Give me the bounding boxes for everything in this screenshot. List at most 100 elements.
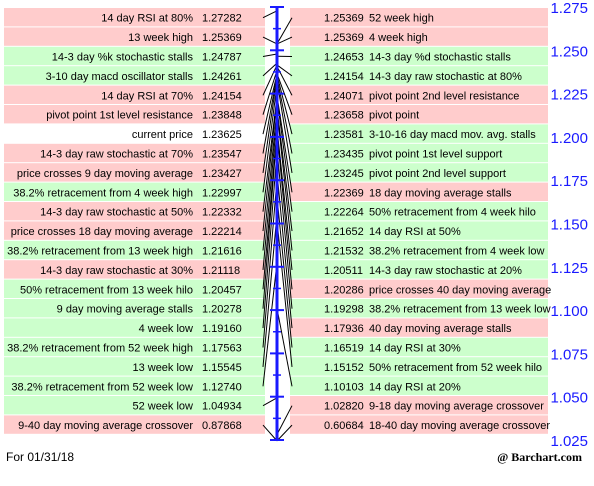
left-row-value: 1.22214 (202, 226, 242, 238)
right-row-value: 1.21532 (324, 246, 364, 258)
right-row-bg (290, 221, 548, 240)
left-row-label: 14-3 day %k stochastic stalls (52, 52, 194, 64)
right-row-bg (290, 240, 548, 260)
right-row-bg (290, 396, 548, 415)
left-row-bg (4, 163, 265, 182)
footer-brand: @ Barchart.com (497, 450, 582, 464)
left-connector-line (262, 84, 278, 193)
right-connector-line (276, 36, 293, 45)
left-row-bg (4, 279, 265, 298)
right-row-label: 14-3 day %d stochastic stalls (369, 52, 511, 64)
y-tick-label: 1.250 (550, 43, 588, 60)
left-row-bg (4, 46, 265, 66)
right-row-value: 1.15152 (324, 362, 364, 374)
left-row-label: 38.2% retracement from 13 week high (7, 246, 193, 258)
y-tick-label: 1.075 (550, 346, 588, 363)
right-row-label: 14 day RSI at 50% (369, 226, 461, 238)
left-connector-line (262, 10, 278, 19)
left-connector-line (262, 36, 278, 45)
left-row-label: 3-10 day macd oscillator stalls (46, 71, 194, 83)
right-connector-line (276, 308, 293, 387)
left-row-bg (4, 143, 265, 163)
right-connector-line (276, 110, 293, 251)
left-row-bg (4, 396, 265, 415)
left-connector-line (262, 75, 278, 154)
left-row-label: 52 week low (132, 401, 193, 413)
left-row-value: 1.12740 (202, 381, 242, 393)
left-row-bg (4, 240, 265, 260)
left-connector-line (262, 179, 278, 348)
row-labels: 14 day RSI at 80% 1.27282 13 week high 1.25… (7, 13, 551, 432)
right-row-label: pivot point (369, 110, 419, 122)
left-row-value: 1.23427 (202, 168, 242, 180)
right-row-bg (290, 202, 548, 221)
right-row-value: 1.16519 (324, 343, 364, 355)
left-connector-line (262, 262, 278, 387)
right-row-bg (290, 124, 548, 143)
row-backgrounds (4, 8, 548, 434)
left-row-value: 1.27282 (202, 13, 242, 25)
right-row-value: 1.20286 (324, 284, 364, 296)
left-row-value: 1.22997 (202, 187, 242, 199)
right-connector-line (276, 149, 293, 309)
left-row-label: price crosses 9 day moving average (17, 168, 193, 180)
left-row-value: 1.24154 (202, 90, 242, 102)
left-row-label: 9 day moving average stalls (57, 304, 194, 316)
left-row-bg (4, 337, 265, 357)
left-row-value: 1.23625 (202, 129, 242, 141)
right-row-bg (290, 8, 548, 27)
right-row-value: 1.19298 (324, 304, 364, 316)
left-row-label: 14 day RSI at 80% (101, 13, 193, 25)
left-row-value: 1.17563 (202, 343, 242, 355)
right-row-value: 1.25369 (324, 13, 364, 25)
right-row-label: pivot point 2nd level support (369, 168, 506, 180)
left-row-value: 1.04934 (202, 401, 242, 413)
price-axis (270, 6, 284, 441)
right-row-value: 1.23581 (324, 129, 364, 141)
y-tick-label: 1.275 (550, 0, 588, 17)
right-row-bg (290, 415, 548, 434)
right-row-bg (290, 182, 548, 201)
left-row-label: 38.2% retracement from 52 week low (11, 381, 193, 393)
right-row-label: 3-10-16 day macd mov. avg. stalls (369, 129, 536, 141)
right-row-label: 18 day moving average stalls (369, 187, 512, 199)
left-row-label: 14-3 day raw stochastic at 70% (40, 149, 193, 161)
right-row-bg (290, 337, 548, 357)
right-connector-line (276, 108, 293, 232)
left-row-value: 1.21616 (202, 246, 242, 258)
y-tick-label: 1.225 (550, 87, 588, 104)
right-row-label: 14-3 day raw stochastic at 80% (369, 71, 522, 83)
right-row-label: price crosses 40 day moving average (369, 284, 551, 296)
right-connector-line (276, 73, 293, 115)
right-row-label: pivot point 2nd level resistance (369, 90, 519, 102)
right-connector-line (276, 77, 293, 154)
left-connector-line (262, 70, 278, 115)
right-row-label: 38.2% retracement from 13 week low (369, 304, 551, 316)
left-connector-line (262, 74, 278, 135)
left-row-value: 1.15545 (202, 362, 242, 374)
left-row-bg (4, 202, 265, 221)
left-row-bg (4, 299, 265, 318)
left-row-bg (4, 260, 265, 279)
right-row-label: 50% retracement from 52 week hilo (369, 362, 542, 374)
right-row-bg (290, 85, 548, 104)
right-row-value: 1.22264 (324, 207, 364, 219)
right-row-bg (290, 376, 548, 395)
right-connector-line (276, 97, 293, 212)
left-connector-line (262, 117, 278, 270)
y-tick-label: 1.200 (550, 130, 588, 147)
right-row-label: 14 day RSI at 20% (369, 381, 461, 393)
right-row-value: 1.21652 (324, 226, 364, 238)
left-connector-line (262, 214, 278, 367)
right-row-label: 9-18 day moving average crossover (369, 401, 544, 413)
left-row-value: 1.23848 (202, 110, 242, 122)
right-row-label: pivot point 1st level support (369, 149, 502, 161)
left-connector-line (262, 62, 278, 77)
left-row-label: 14-3 day raw stochastic at 50% (40, 207, 193, 219)
right-row-bg (290, 279, 548, 298)
left-row-bg (4, 318, 265, 337)
y-tick-label: 1.100 (550, 303, 588, 320)
left-connector-line (262, 397, 278, 407)
